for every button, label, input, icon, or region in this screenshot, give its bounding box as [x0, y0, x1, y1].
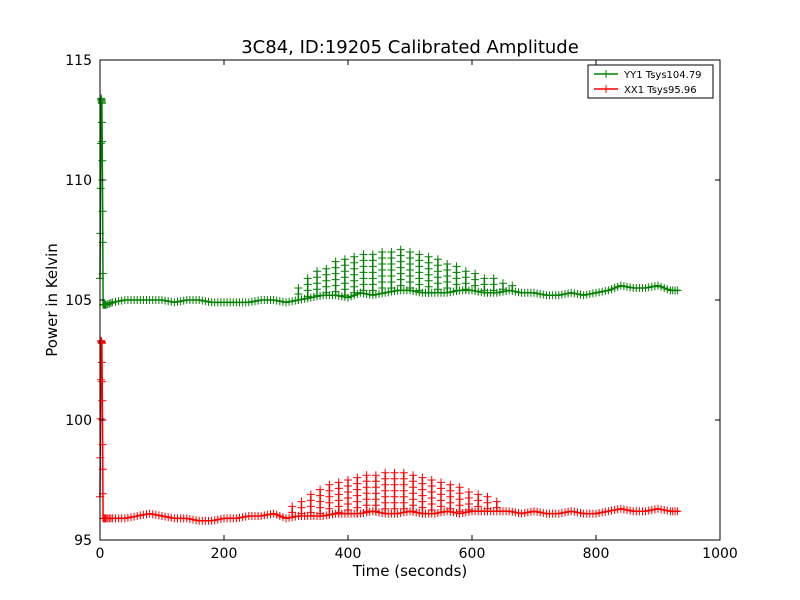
x-tick-label: 1000 [702, 546, 738, 562]
spike-marker [387, 284, 396, 292]
spike-marker [508, 281, 517, 290]
x-tick-label: 800 [583, 546, 610, 562]
spike-marker [322, 288, 331, 297]
point-marker [96, 375, 105, 384]
spike-marker [303, 292, 312, 301]
spike-marker [331, 287, 340, 296]
series-0 [96, 94, 682, 309]
spike-marker [489, 286, 498, 295]
y-tick-label: 100 [65, 413, 92, 429]
spike-marker [325, 510, 334, 519]
legend-marker [602, 70, 610, 78]
point-marker [98, 118, 107, 127]
legend-label: YY1 Tsys104.79 [623, 70, 702, 81]
x-tick-label: 200 [211, 546, 238, 562]
y-tick-label: 115 [65, 53, 92, 69]
point-marker [673, 286, 682, 295]
spike-marker [371, 507, 380, 516]
spike-marker [406, 284, 414, 292]
y-tick-label: 105 [65, 293, 92, 309]
spike-marker [437, 508, 445, 517]
point-marker [97, 339, 106, 348]
x-axis-label: Time (seconds) [352, 562, 468, 580]
spike-marker [446, 504, 455, 513]
spike-marker [390, 504, 399, 513]
legend-entries: YY1 Tsys104.79 XX1 Tsys95.96 [594, 70, 702, 96]
spike-marker [396, 281, 405, 290]
spike-marker [350, 288, 359, 297]
spike-marker [483, 504, 492, 513]
spike-marker [499, 285, 507, 294]
spike-marker [433, 285, 442, 294]
spike-marker [480, 286, 489, 295]
x-tick-label: 400 [335, 546, 362, 562]
point-marker [96, 184, 105, 193]
spike-marker [288, 508, 297, 517]
y-tick-label: 110 [65, 173, 92, 189]
spike-marker [418, 509, 427, 518]
spike-marker [424, 288, 433, 297]
point-marker [106, 299, 115, 307]
ticks-layer: 0 200 400 600 800 1000 95 100 105 110 115 [65, 53, 738, 562]
spike-marker [474, 502, 483, 511]
spike-marker [368, 286, 377, 295]
spike-marker [415, 286, 424, 295]
spike-marker [461, 285, 470, 294]
series-1 [96, 336, 682, 525]
spike-marker [344, 506, 352, 514]
point-marker [96, 139, 105, 148]
spike-marker [297, 509, 306, 518]
legend-box [587, 64, 714, 99]
spike-marker [340, 291, 349, 300]
spike-marker [359, 286, 368, 295]
spike-marker [455, 507, 464, 516]
spike-marker [452, 286, 461, 295]
spike-marker [294, 296, 303, 304]
spike-marker [427, 506, 436, 514]
point-marker [96, 414, 105, 423]
spike-marker [378, 284, 387, 292]
y-tick-label: 95 [74, 533, 92, 549]
x-tick-label: 0 [96, 546, 105, 562]
series-layer [96, 94, 682, 525]
point-marker [673, 507, 682, 516]
plot-area [100, 60, 720, 540]
spike-marker [334, 508, 343, 517]
spike-marker [313, 291, 321, 300]
chart-title: 3C84, ID:19205 Calibrated Amplitude [241, 37, 579, 58]
spike-marker [409, 507, 418, 516]
spike-marker [306, 508, 315, 517]
x-tick-label: 600 [459, 546, 486, 562]
point-marker [98, 358, 107, 367]
spike-marker [471, 281, 480, 290]
spike-marker [492, 503, 501, 512]
spike-marker [381, 504, 390, 513]
spike-marker [353, 509, 362, 518]
legend: YY1 Tsys104.79 XX1 Tsys95.96 [587, 64, 714, 99]
spike-marker [464, 506, 473, 514]
point-marker [97, 99, 106, 108]
spike-marker [399, 504, 408, 513]
legend-marker [602, 85, 610, 93]
spike-marker [316, 509, 325, 518]
legend-label: XX1 Tsys95.96 [624, 85, 697, 96]
y-axis-label: Power in Kelvin [43, 243, 61, 357]
spike-marker [443, 284, 452, 292]
spike-marker [362, 507, 371, 516]
